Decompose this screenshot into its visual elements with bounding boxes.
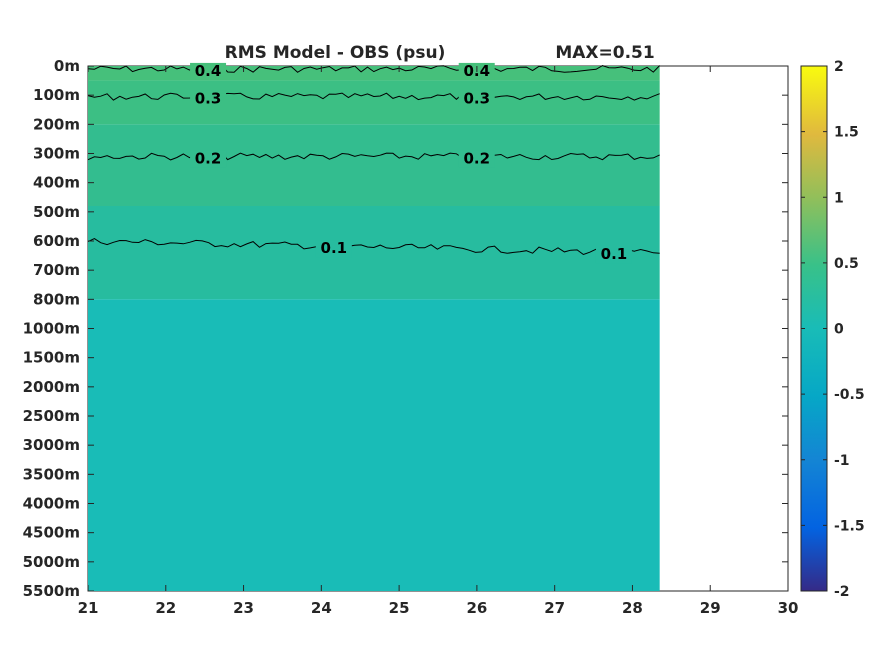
colorbar-tick-label: 1 <box>834 190 844 206</box>
chart-title: RMS Model - OBS (psu) <box>225 43 446 63</box>
x-tick-label: 29 <box>700 599 721 617</box>
contour-label-0.4-0: 0.4 <box>195 62 222 80</box>
field-band-0 <box>88 66 660 81</box>
y-tick-label: 3000m <box>23 436 80 454</box>
y-tick-label: 1000m <box>23 320 80 338</box>
colorbar-ticks: 2 1.5 1 0.5 0 -0.5 -1 -1.5 -2 <box>801 59 865 600</box>
contour-line-0.4 <box>87 65 661 73</box>
y-tick-label: 500m <box>33 203 80 221</box>
x-tick-label: 21 <box>78 599 99 617</box>
contour-label-bg <box>315 240 352 258</box>
contour-label-bg <box>190 90 227 108</box>
contour-line-0.2 <box>87 152 660 161</box>
colorbar-tick-label: -1.5 <box>834 518 865 534</box>
y-tick-label: 200m <box>33 115 80 133</box>
y-tick-label: 600m <box>33 232 80 250</box>
x-tick-label: 27 <box>544 599 565 617</box>
colorbar <box>800 65 828 592</box>
y-axis: 0m 100m 200m 300m 400m 500m 600m 700m 800m 1000m 1… <box>23 57 788 600</box>
contour-label-0.1-0: 0.1 <box>321 239 348 257</box>
x-tick-label: 25 <box>389 599 410 617</box>
x-tick-label: 22 <box>155 599 176 617</box>
y-tick-label: 400m <box>33 174 80 192</box>
colorbar-tick-label: -1 <box>834 453 850 469</box>
field-band-2 <box>88 124 660 206</box>
contour-label-0.2-1: 0.2 <box>463 149 490 167</box>
y-tick-label: 5000m <box>23 553 80 571</box>
colorbar-tick-label: 0 <box>834 322 844 338</box>
contour-label-bg <box>458 150 495 168</box>
max-annotation: MAX=0.51 <box>555 43 654 63</box>
contour-label-bg <box>458 90 495 108</box>
y-tick-label: 3500m <box>23 465 80 483</box>
y-tick-label: 4500m <box>23 524 80 542</box>
x-tick-label: 30 <box>778 599 799 617</box>
contour-label-0.3-1: 0.3 <box>463 90 490 108</box>
x-axis: 21 22 23 24 25 26 27 28 29 30 <box>78 66 799 617</box>
x-tick-label: 26 <box>466 599 487 617</box>
y-tick-label: 700m <box>33 261 80 279</box>
y-tick-label: 1500m <box>23 349 80 367</box>
y-tick-label: 800m <box>33 290 80 308</box>
field-band-4 <box>88 299 660 591</box>
x-tick-label: 23 <box>233 599 254 617</box>
y-tick-label: 4000m <box>23 495 80 513</box>
contour-label-bg <box>595 246 632 264</box>
contour-label-0.1-1: 0.1 <box>601 245 628 263</box>
contour-label-bg <box>190 62 227 80</box>
contour-line-0.1 <box>87 238 660 256</box>
colorbar-tick-label: -2 <box>834 584 850 600</box>
heatmap-field <box>88 66 660 591</box>
contour-label-0.2-0: 0.2 <box>195 149 222 167</box>
colorbar-tick-label: 1.5 <box>834 125 859 141</box>
y-tick-label: 5500m <box>23 582 80 600</box>
contour-label-bg <box>190 150 227 168</box>
y-tick-label: 2000m <box>23 378 80 396</box>
y-tick-label: 100m <box>33 86 80 104</box>
x-tick-label: 24 <box>311 599 332 617</box>
contour-line-0.3 <box>87 92 660 101</box>
y-tick-label: 0m <box>54 57 80 75</box>
field-band-1 <box>88 80 660 125</box>
field-band-3 <box>88 206 660 300</box>
colorbar-tick-label: -0.5 <box>834 387 865 403</box>
colorbar-tick-label: 0.5 <box>834 256 859 272</box>
y-tick-label: 2500m <box>23 407 80 425</box>
colorbar-tick-label: 2 <box>834 59 844 75</box>
contour-label-0.3-0: 0.3 <box>195 90 222 108</box>
contour-lines <box>87 65 661 256</box>
y-tick-label: 300m <box>33 145 80 163</box>
x-tick-label: 28 <box>622 599 643 617</box>
